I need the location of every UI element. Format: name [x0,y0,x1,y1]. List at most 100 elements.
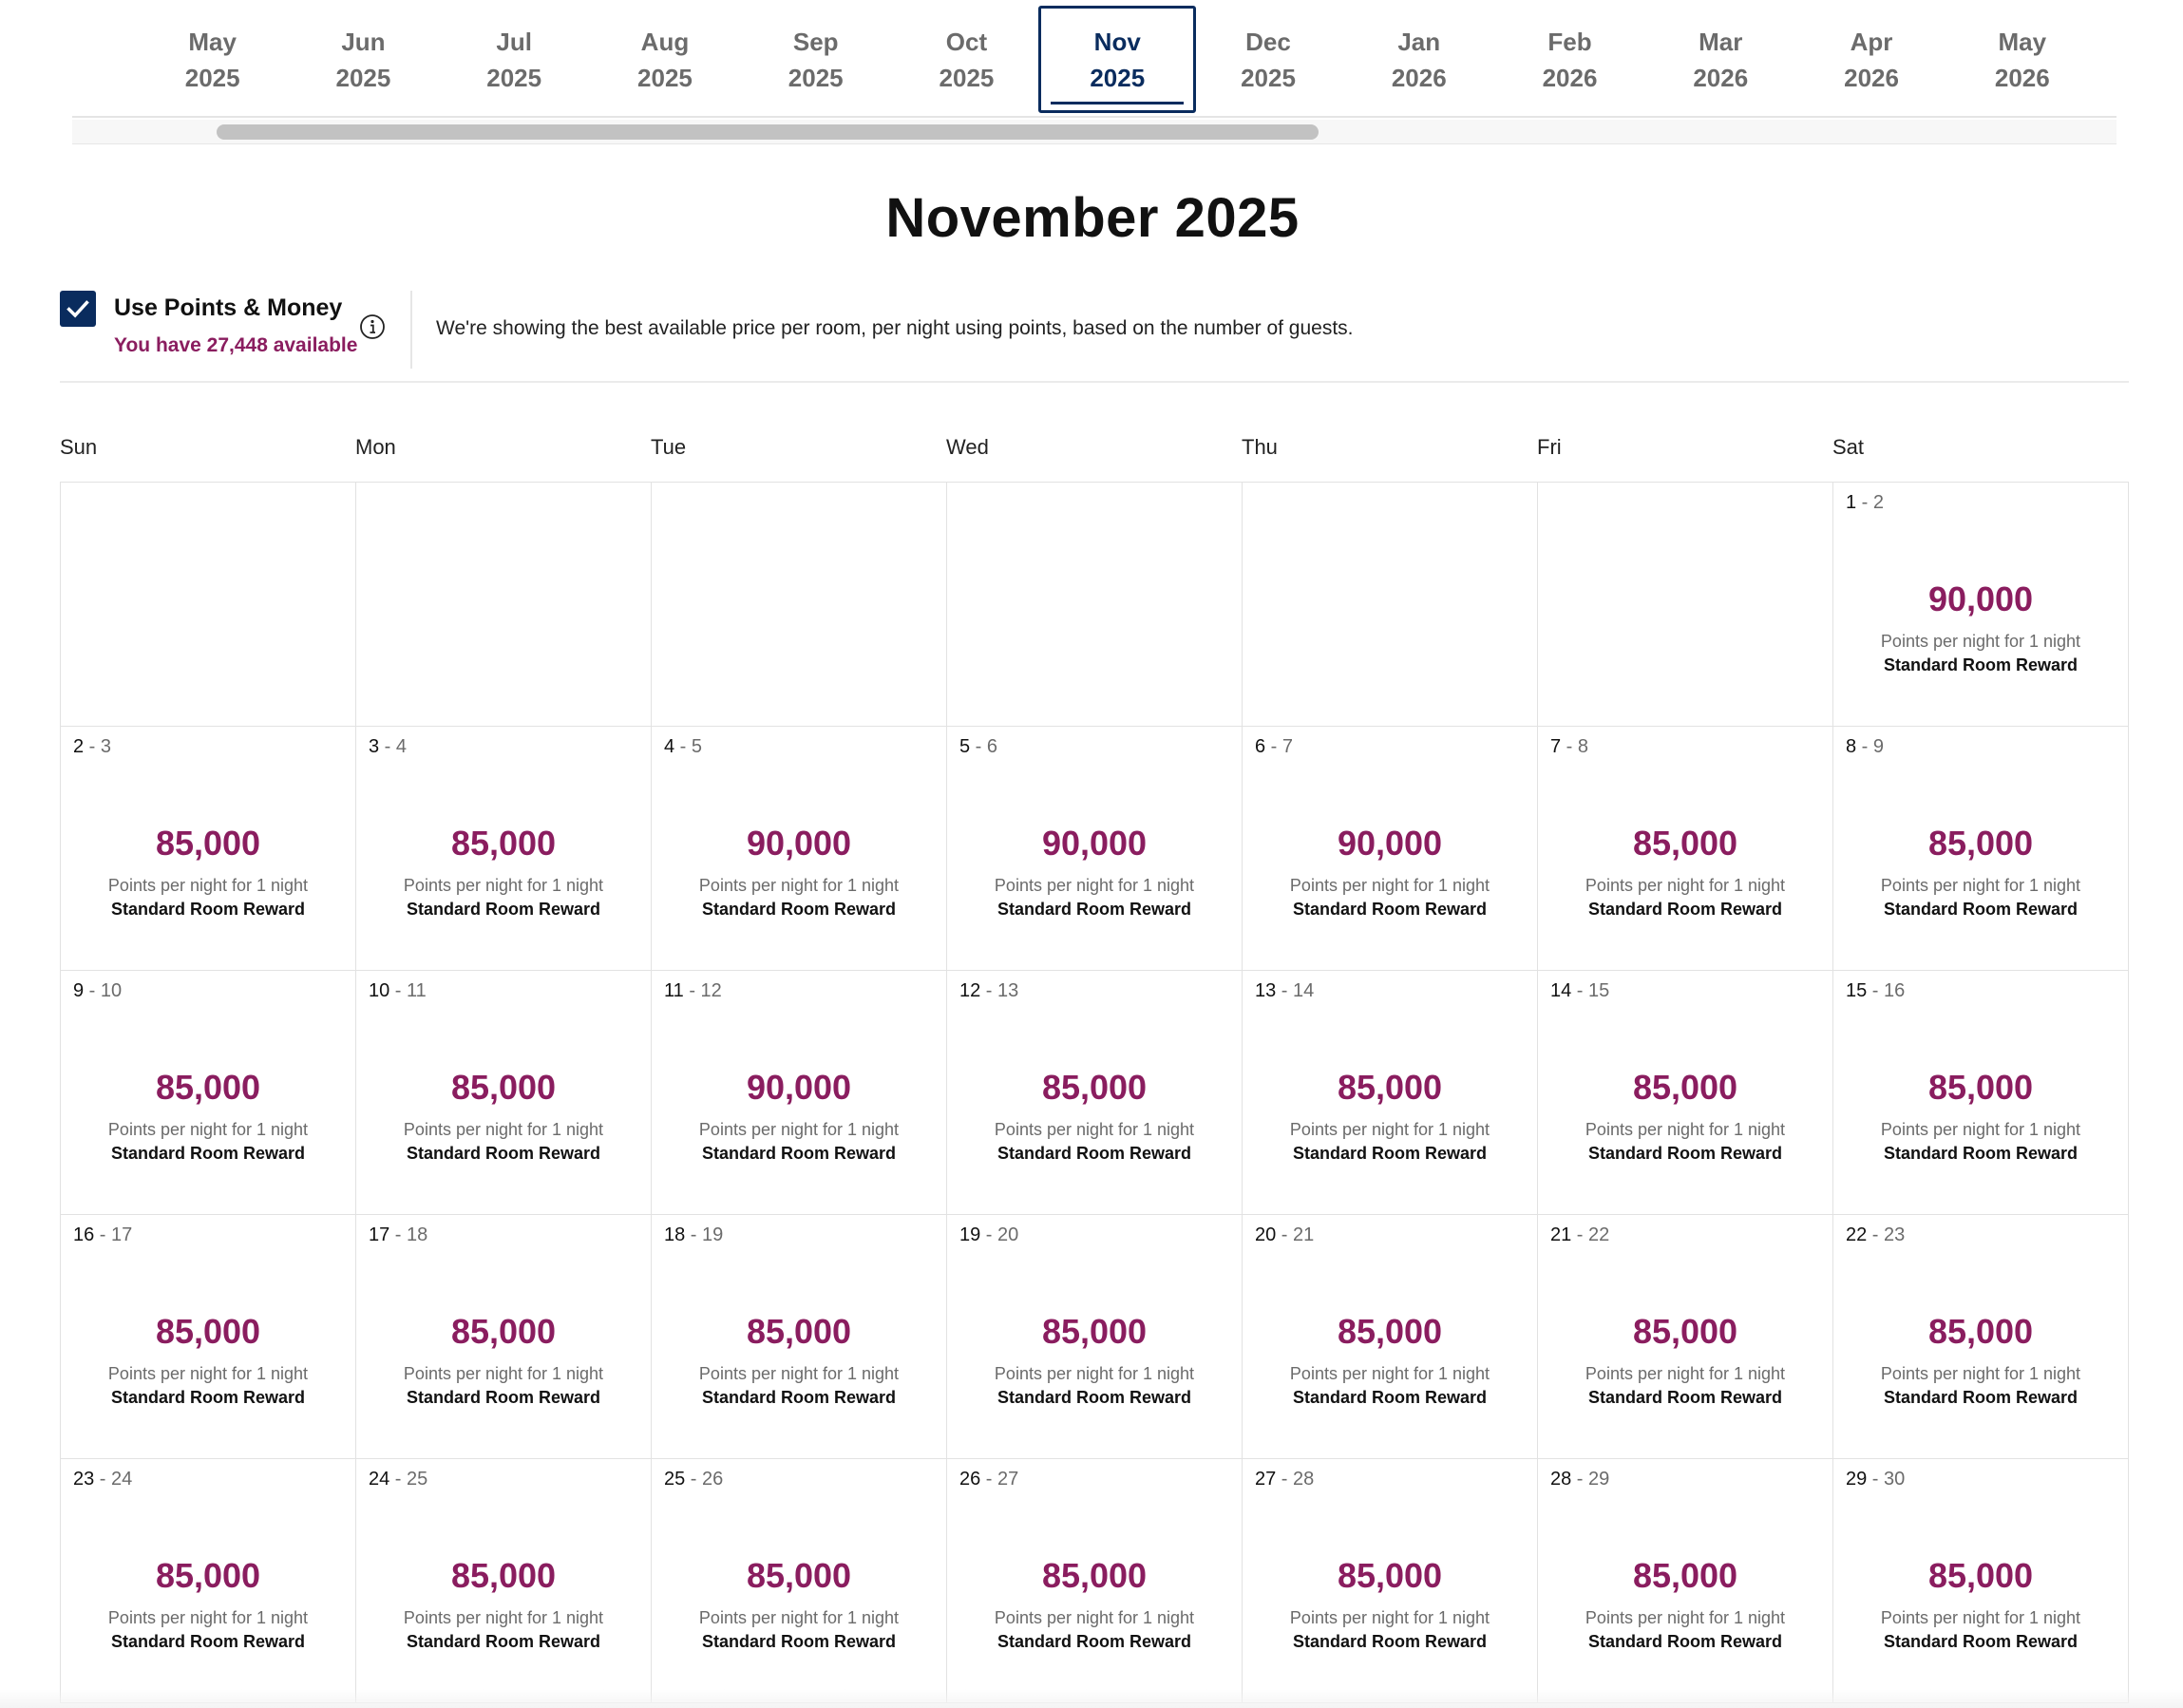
points-per-night-label: Points per night for 1 night [403,1120,604,1139]
date-start: 20 [1255,1224,1277,1245]
calendar-day-15[interactable]: 15 - 16 85,000 Points per night for 1 nigh… [1833,971,2129,1215]
calendar-day-25[interactable]: 25 - 26 85,000 Points per night for 1 nigh… [652,1459,947,1703]
points-per-night-label: Points per night for 1 night [994,1608,1195,1627]
month-tab-nov-2025[interactable]: Nov 2025 [1038,6,1197,113]
date-range: 25 - 26 [664,1469,723,1490]
calendar-day-17[interactable]: 17 - 18 85,000 Points per night for 1 nigh… [356,1215,652,1459]
page-title: November 2025 [885,187,1300,249]
calendar-day-13[interactable]: 13 - 14 85,000 Points per night for 1 nigh… [1243,971,1538,1215]
calendar-day-26[interactable]: 26 - 27 85,000 Points per night for 1 nigh… [947,1459,1243,1703]
calendar-day-24[interactable]: 24 - 25 85,000 Points per night for 1 nigh… [356,1459,652,1703]
date-separator: - [1265,736,1282,757]
month-tab-year: 2025 [637,63,693,92]
calendar-day-12[interactable]: 12 - 13 85,000 Points per night for 1 nigh… [947,971,1243,1215]
calendar-day-11[interactable]: 11 - 12 90,000 Points per night for 1 nigh… [652,971,947,1215]
date-start: 25 [664,1469,686,1490]
date-separator: - [1276,1224,1294,1245]
month-tab-aug-2025[interactable]: Aug 2025 [586,6,744,113]
month-tab-month: Mar [1699,27,1743,56]
reward-type-label: Standard Room Reward [1883,1388,2079,1407]
weekday-header-sun: Sun [60,435,98,459]
date-separator: - [389,1469,408,1490]
date-range: 4 - 5 [664,736,702,758]
date-start: 14 [1550,980,1572,1001]
date-end: 24 [111,1469,133,1490]
reward-type-label: Standard Room Reward [997,1144,1192,1163]
month-scrollbar-thumb[interactable] [217,124,1319,140]
points-price: 90,000 [746,1068,852,1107]
points-per-night-label: Points per night for 1 night [1880,1364,2081,1383]
month-tab-month: Sep [792,27,839,56]
date-separator: - [389,1224,408,1245]
date-end: 16 [1884,980,1906,1001]
calendar-day-9[interactable]: 9 - 10 85,000 Points per night for 1 night… [61,971,356,1215]
calendar-day-20[interactable]: 20 - 21 85,000 Points per night for 1 nigh… [1243,1215,1538,1459]
calendar-day-1[interactable]: 1 - 2 90,000 Points per night for 1 night S… [1833,483,2129,727]
month-tab-feb-2026[interactable]: Feb 2026 [1491,6,1649,113]
date-end: 2 [1872,492,1885,513]
calendar-day-23[interactable]: 23 - 24 85,000 Points per night for 1 nigh… [61,1459,356,1703]
calendar-day-8[interactable]: 8 - 9 85,000 Points per night for 1 night S… [1833,727,2129,971]
calendar-day-2[interactable]: 2 - 3 85,000 Points per night for 1 night S… [61,727,356,971]
month-tab-year: 2025 [939,63,995,92]
month-tab-jan-2026[interactable]: Jan 2026 [1340,6,1498,113]
date-end: 29 [1588,1469,1610,1490]
use-points-label[interactable]: Use Points & Money [114,294,343,321]
reward-type-label: Standard Room Reward [406,1632,601,1651]
calendar-day-29[interactable]: 29 - 30 85,000 Points per night for 1 nigh… [1833,1459,2129,1703]
calendar-day-19[interactable]: 19 - 20 85,000 Points per night for 1 nigh… [947,1215,1243,1459]
calendar-day-10[interactable]: 10 - 11 85,000 Points per night for 1 nigh… [356,971,652,1215]
calendar-day-6[interactable]: 6 - 7 90,000 Points per night for 1 night S… [1243,727,1538,971]
calendar-day-4[interactable]: 4 - 5 90,000 Points per night for 1 night S… [652,727,947,971]
calendar-day-7[interactable]: 7 - 8 85,000 Points per night for 1 night S… [1538,727,1833,971]
month-tab-may-2026[interactable]: May 2026 [1944,6,2101,113]
date-range: 12 - 13 [959,980,1018,1002]
month-tab-apr-2026[interactable]: Apr 2026 [1793,6,1950,113]
month-tab-year: 2026 [1994,63,2050,92]
month-tab-oct-2025[interactable]: Oct 2025 [887,6,1045,113]
use-points-checkbox[interactable] [60,291,96,327]
month-tab-mar-2026[interactable]: Mar 2026 [1642,6,1799,113]
month-tab-jul-2025[interactable]: Jul 2025 [435,6,593,113]
points-price: 85,000 [1041,1068,1148,1107]
calendar-day-5[interactable]: 5 - 6 90,000 Points per night for 1 night S… [947,727,1243,971]
date-end: 18 [407,1224,428,1245]
month-tab-year: 2025 [486,63,542,92]
reward-type-label: Standard Room Reward [701,1388,897,1407]
month-tab-month: Feb [1547,27,1592,56]
date-range: 17 - 18 [369,1224,427,1246]
calendar-empty-cell [1243,483,1538,727]
calendar-day-27[interactable]: 27 - 28 85,000 Points per night for 1 nigh… [1243,1459,1538,1703]
points-per-night-label: Points per night for 1 night [107,1608,309,1627]
calendar-empty-cell [947,483,1243,727]
reward-type-label: Standard Room Reward [110,1144,306,1163]
reward-type-label: Standard Room Reward [1292,1632,1488,1651]
calendar-day-14[interactable]: 14 - 15 85,000 Points per night for 1 nigh… [1538,971,1833,1215]
date-start: 16 [73,1224,95,1245]
points-price: 85,000 [1632,1312,1738,1351]
info-icon[interactable] [359,313,386,340]
points-price: 85,000 [1632,1068,1738,1107]
weekday-header-fri: Fri [1537,435,1562,459]
calendar-day-16[interactable]: 16 - 17 85,000 Points per night for 1 nigh… [61,1215,356,1459]
month-tab-may-2025[interactable]: May 2025 [134,6,292,113]
calendar-day-22[interactable]: 22 - 23 85,000 Points per night for 1 nigh… [1833,1215,2129,1459]
month-tab-dec-2025[interactable]: Dec 2025 [1189,6,1347,113]
reward-type-label: Standard Room Reward [701,1144,897,1163]
reward-type-label: Standard Room Reward [701,1632,897,1651]
date-separator: - [1571,980,1589,1001]
calendar-day-21[interactable]: 21 - 22 85,000 Points per night for 1 nigh… [1538,1215,1833,1459]
calendar-day-3[interactable]: 3 - 4 85,000 Points per night for 1 night S… [356,727,652,971]
date-range: 19 - 20 [959,1224,1018,1246]
month-tab-jun-2025[interactable]: Jun 2025 [284,6,442,113]
date-start: 4 [664,736,675,757]
month-scrollbar-track[interactable] [72,120,2117,144]
date-end: 7 [1281,736,1294,757]
page-bottom-edge [0,1689,2183,1708]
date-end: 8 [1577,736,1589,757]
calendar-day-28[interactable]: 28 - 29 85,000 Points per night for 1 nigh… [1538,1459,1833,1703]
calendar-day-18[interactable]: 18 - 19 85,000 Points per night for 1 nigh… [652,1215,947,1459]
month-tab-sep-2025[interactable]: Sep 2025 [737,6,895,113]
date-separator: - [379,736,396,757]
date-end: 5 [691,736,703,757]
